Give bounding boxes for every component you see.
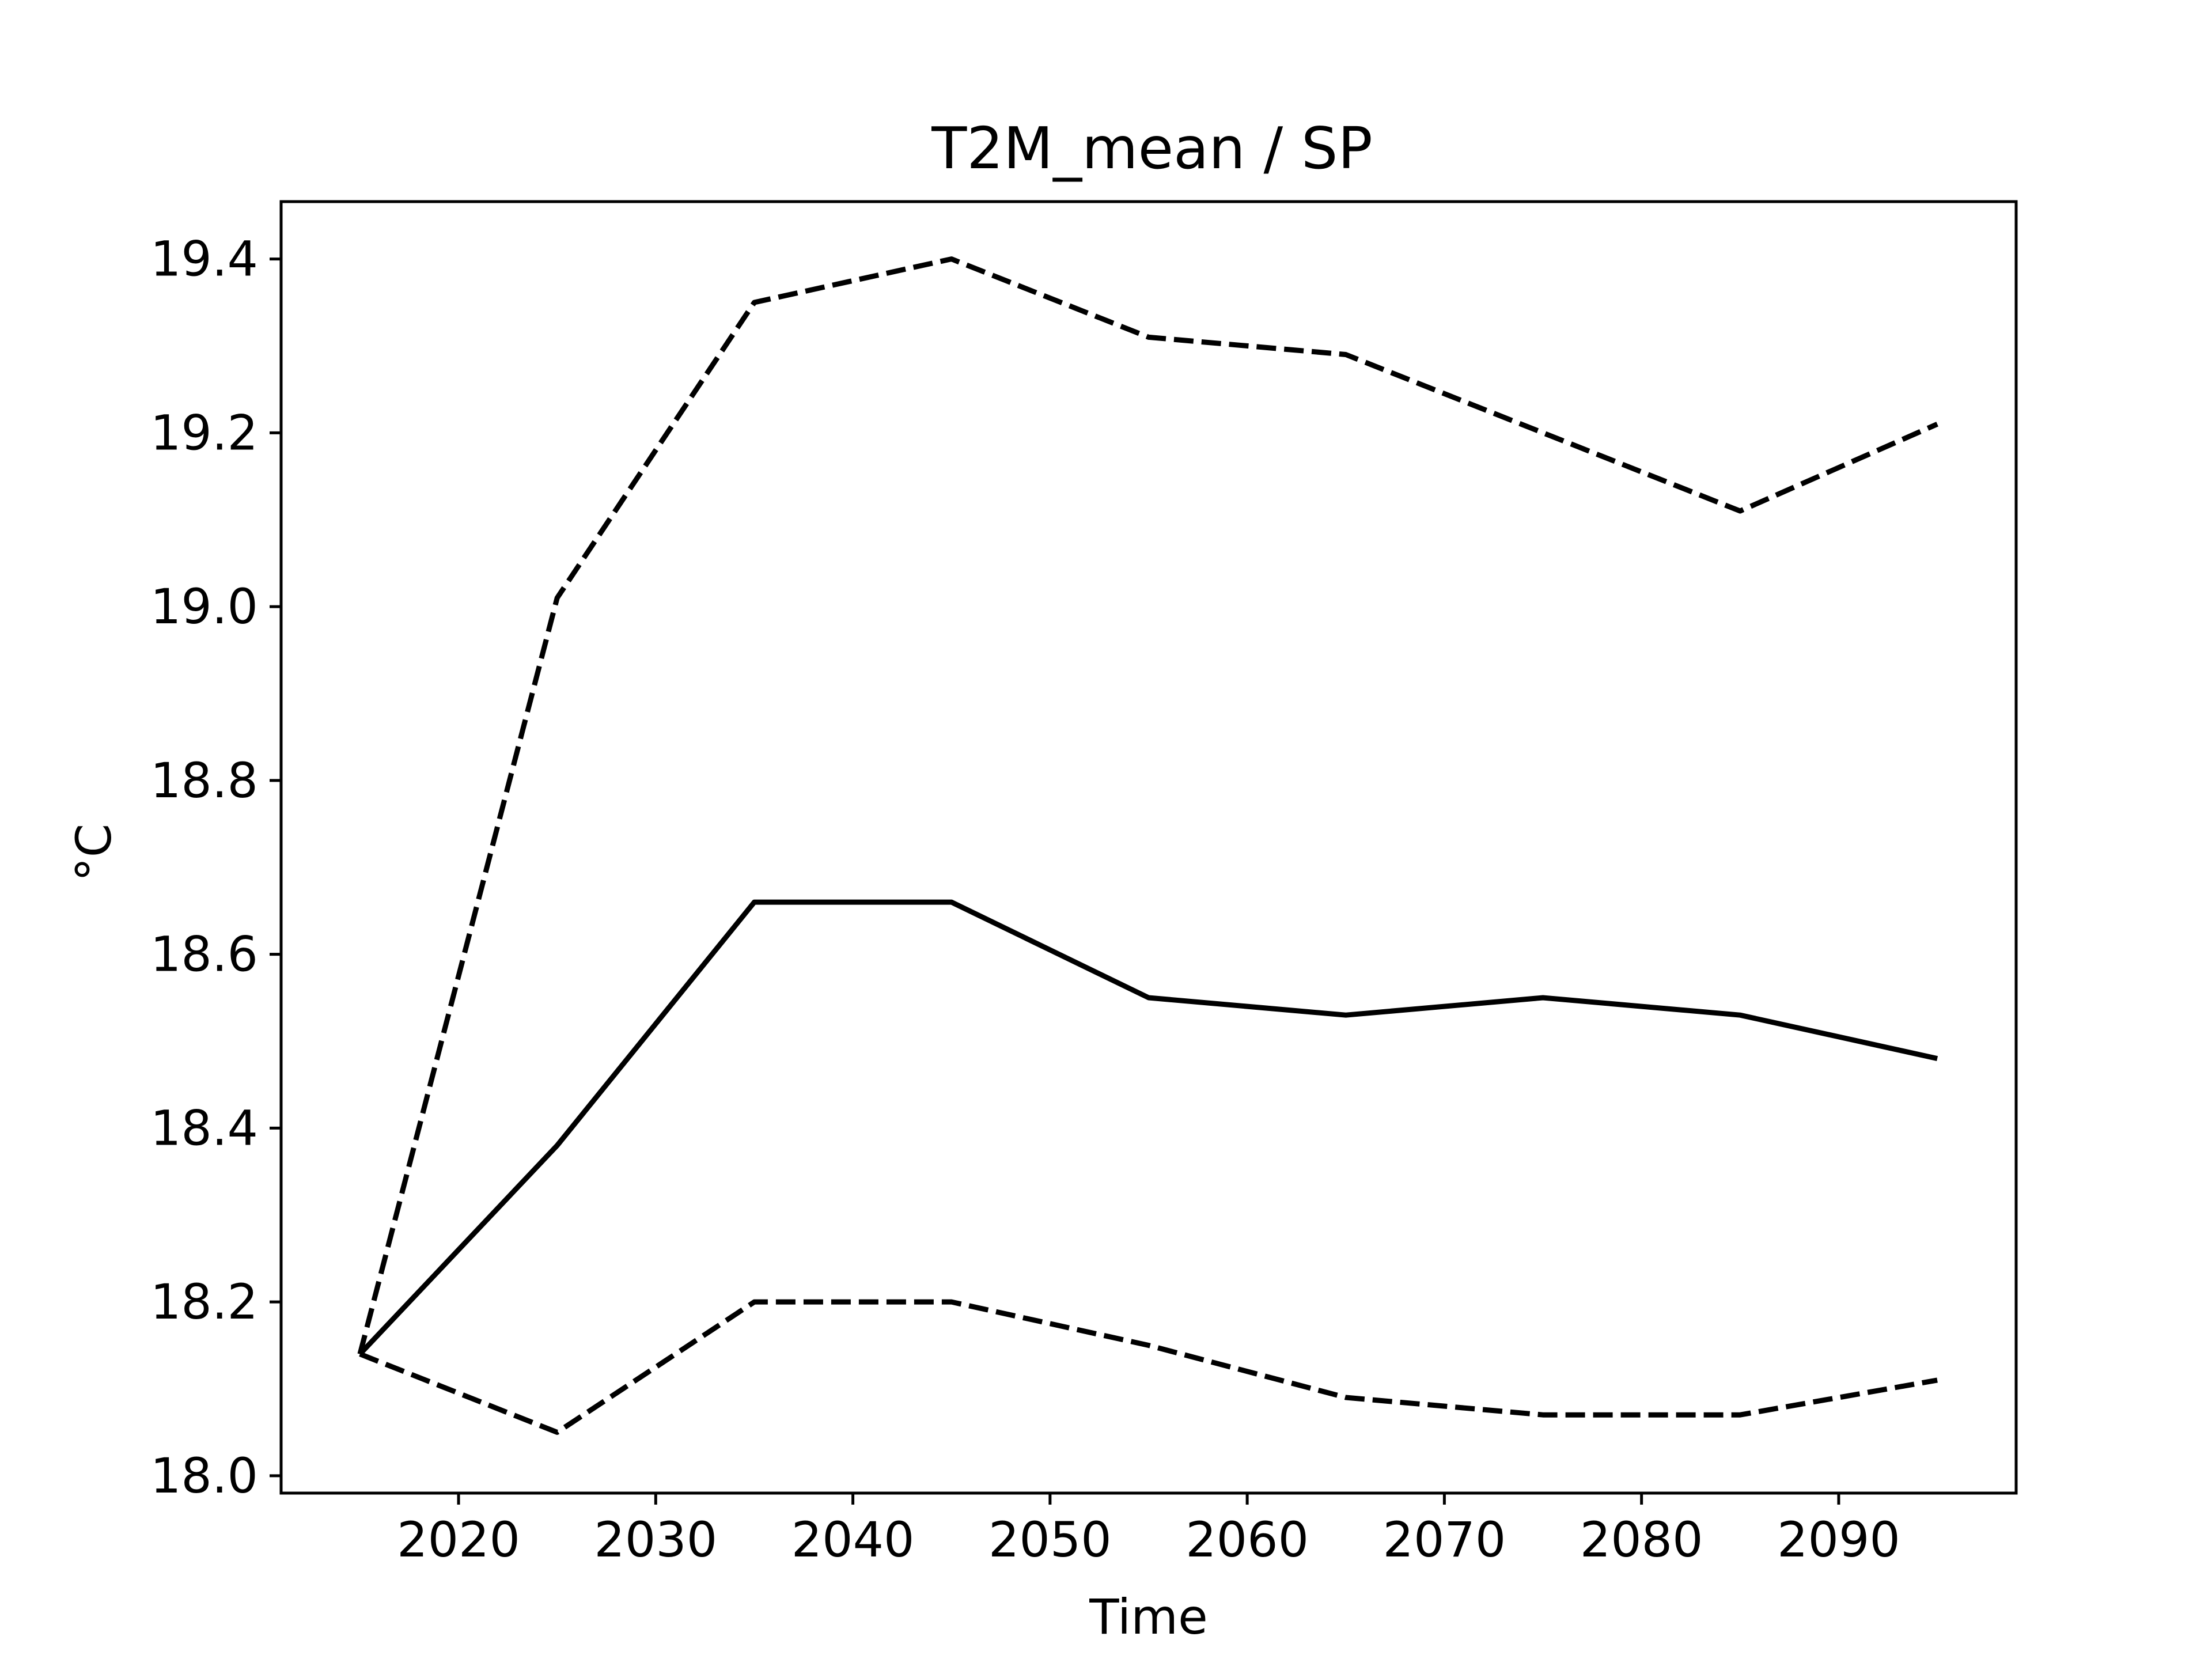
x-tick-label: 2080 xyxy=(1580,1512,1703,1568)
y-tick-label: 19.0 xyxy=(150,578,258,635)
x-tick-label: 2050 xyxy=(988,1512,1112,1568)
x-tick-label: 2090 xyxy=(1777,1512,1900,1568)
y-tick-label: 18.4 xyxy=(150,1100,258,1156)
x-axis-title: Time xyxy=(1089,1589,1208,1645)
y-tick-label: 18.6 xyxy=(150,926,258,983)
series-line-3 xyxy=(359,1299,1938,1435)
x-tick-label: 2070 xyxy=(1383,1512,1506,1568)
chart-title: T2M_mean / SP xyxy=(931,115,1373,182)
y-tick-label: 19.2 xyxy=(150,404,258,461)
x-tick-label: 2060 xyxy=(1185,1512,1309,1568)
y-tick-label: 18.0 xyxy=(150,1448,258,1504)
y-axis: 18.0 18.2 18.4 18.6 18.8 19.0 19.2 19.4 xyxy=(150,231,281,1504)
y-tick-label: 18.8 xyxy=(150,752,258,809)
series-line-1 xyxy=(357,256,1938,1355)
x-tick-label: 2030 xyxy=(594,1512,717,1568)
plot-frame xyxy=(279,200,2018,1495)
series-layer xyxy=(357,256,1938,1435)
y-tick-label: 19.4 xyxy=(150,231,258,287)
y-tick-label: 18.2 xyxy=(150,1274,258,1330)
series-line-2 xyxy=(358,899,1938,1356)
x-tick-label: 2020 xyxy=(397,1512,520,1568)
x-tick-label: 2040 xyxy=(791,1512,915,1568)
y-axis-title: °C xyxy=(66,824,122,882)
x-axis: 2020 2030 2040 2050 2060 2070 2080 2090 xyxy=(397,1493,1900,1568)
